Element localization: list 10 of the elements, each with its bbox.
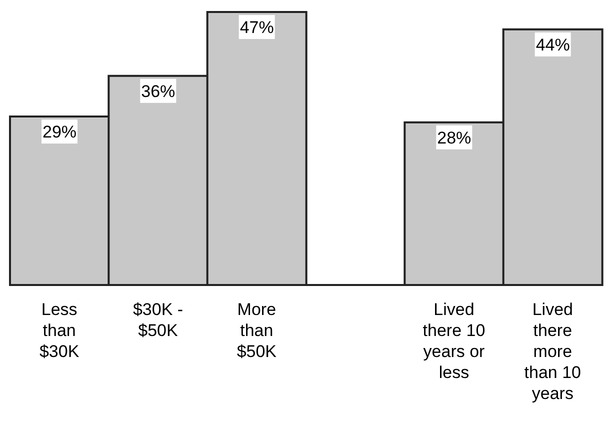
data-label: 36% — [141, 82, 176, 101]
data-label: 29% — [42, 122, 77, 142]
x-tick-label: Less than $30K — [39, 300, 80, 361]
data-label: 47% — [240, 18, 274, 37]
data-label: 44% — [536, 35, 570, 54]
data-label: 28% — [437, 128, 472, 148]
x-tick-label: Lived there more than 10 years — [524, 300, 582, 403]
x-tick-label: More than $50K — [236, 300, 278, 361]
x-tick-label: Lived there 10 years or less — [422, 300, 486, 382]
x-tick-label: $30K - $50K — [132, 300, 184, 340]
